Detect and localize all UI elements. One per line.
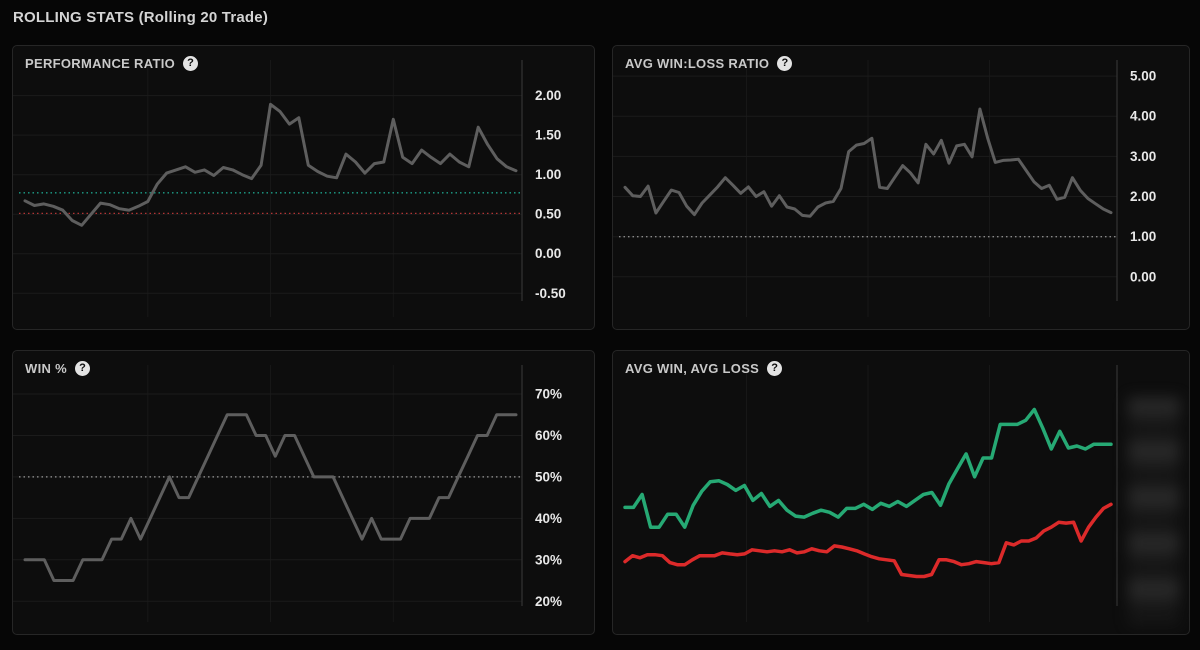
svg-text:0.00: 0.00 [535,246,561,261]
panel-title: WIN % [25,361,67,376]
svg-text:-0.50: -0.50 [535,286,566,301]
panel-performance-ratio: 2.00 1.50 1.00 0.50 0.00 -0.50 PERFORMANCE RA… [12,45,595,330]
svg-text:0.00: 0.00 [1130,269,1156,284]
svg-text:1.00: 1.00 [1130,229,1156,244]
page-title: ROLLING STATS (Rolling 20 Trade) [13,9,269,26]
panel-header: PERFORMANCE RATIO ? [25,56,199,71]
panel-avg-win-loss-ratio: 5.00 4.00 3.00 2.00 1.00 0.00 AVG WIN:LOSS RA… [612,45,1190,330]
panel-title: AVG WIN, AVG LOSS [625,361,760,376]
help-icon[interactable]: ? [183,56,199,71]
avg-win-avg-loss-chart[interactable] [613,351,1189,634]
panel-header: WIN % ? [25,361,90,376]
svg-text:5.00: 5.00 [1130,69,1156,84]
svg-text:2.00: 2.00 [1130,189,1156,204]
svg-text:20%: 20% [535,594,562,609]
redacted-axis-blur [1128,397,1180,625]
svg-text:1.50: 1.50 [535,128,561,143]
avg-win-loss-ratio-chart[interactable]: 5.00 4.00 3.00 2.00 1.00 0.00 [613,46,1189,329]
svg-text:50%: 50% [535,469,562,484]
panel-avg-win-avg-loss: AVG WIN, AVG LOSS ? [612,350,1190,635]
svg-text:30%: 30% [535,552,562,567]
help-icon[interactable]: ? [767,361,783,376]
svg-text:60%: 60% [535,428,562,443]
svg-text:70%: 70% [535,387,562,402]
help-icon[interactable]: ? [74,361,90,376]
panel-header: AVG WIN:LOSS RATIO ? [625,56,793,71]
svg-text:4.00: 4.00 [1130,109,1156,124]
svg-text:1.00: 1.00 [535,167,561,182]
panel-header: AVG WIN, AVG LOSS ? [625,361,783,376]
charts-grid: 2.00 1.50 1.00 0.50 0.00 -0.50 PERFORMANCE RA… [12,45,1190,635]
panel-win-percent: 70% 60% 50% 40% 30% 20% WIN % ? [12,350,595,635]
win-percent-chart[interactable]: 70% 60% 50% 40% 30% 20% [13,351,594,634]
performance-ratio-chart[interactable]: 2.00 1.50 1.00 0.50 0.00 -0.50 [13,46,594,329]
svg-text:40%: 40% [535,511,562,526]
panel-title: AVG WIN:LOSS RATIO [625,56,770,71]
panel-title: PERFORMANCE RATIO [25,56,176,71]
svg-text:2.00: 2.00 [535,88,561,103]
help-icon[interactable]: ? [777,56,793,71]
svg-text:0.50: 0.50 [535,207,561,222]
svg-text:3.00: 3.00 [1130,149,1156,164]
